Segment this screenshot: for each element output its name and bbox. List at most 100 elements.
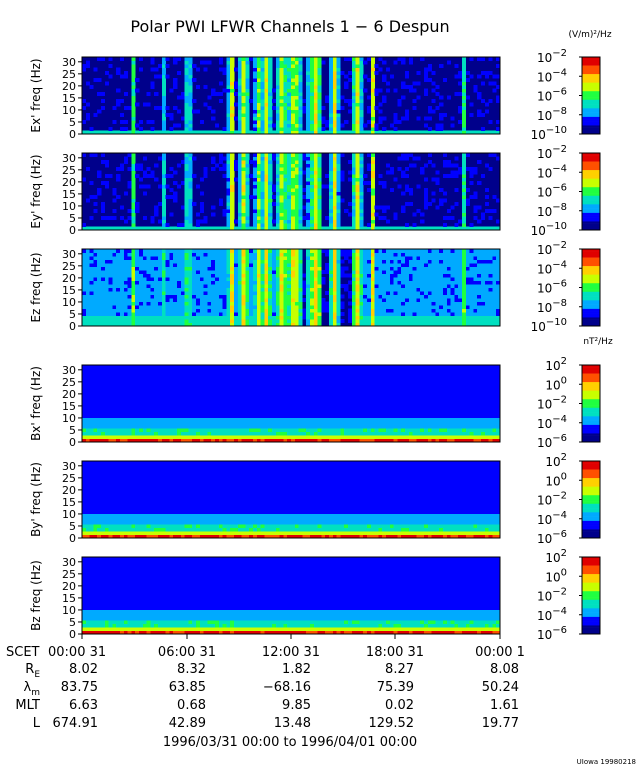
spectrogram-cell — [299, 120, 303, 124]
spectrogram-cell — [192, 281, 196, 285]
spectrogram-cell — [242, 89, 246, 93]
spectrogram-cell — [356, 249, 360, 253]
spectrogram-cell — [131, 435, 135, 439]
spectrogram-cell — [257, 309, 261, 313]
spectrogram-cell — [492, 319, 496, 323]
spectrogram-cell — [451, 277, 455, 281]
spectrogram-cell — [356, 288, 360, 292]
spectrogram-cell — [458, 284, 462, 288]
spectrogram-cell — [462, 188, 466, 192]
spectrogram-cell — [477, 277, 481, 281]
spectrogram-cell — [245, 316, 249, 320]
spectrogram-cell — [397, 256, 401, 260]
spectrogram-cell — [166, 274, 170, 278]
spectrogram-cell — [390, 270, 394, 274]
spectrogram-cell — [272, 309, 276, 313]
spectrogram-cell — [234, 263, 238, 267]
spectrogram-cell — [223, 291, 227, 295]
spectrogram-cell — [397, 277, 401, 281]
spectrogram-cell — [101, 274, 105, 278]
spectrogram-cell — [356, 71, 360, 75]
spectrogram-cell — [424, 199, 428, 203]
spectrogram-cell — [268, 302, 272, 306]
spectrogram-cell — [352, 270, 356, 274]
spectrogram-cell — [299, 206, 303, 210]
spectrogram-cell — [451, 281, 455, 285]
spectrogram-cell — [158, 316, 162, 320]
spectrogram-cell — [283, 82, 287, 86]
spectrogram-cell — [333, 64, 337, 68]
spectrogram-cell — [93, 153, 97, 157]
spectrogram-cell — [93, 295, 97, 299]
spectrogram-cell — [200, 267, 204, 271]
spectrogram-cell — [405, 117, 409, 121]
spectrogram-cell — [268, 57, 272, 61]
spectrogram-cell — [299, 281, 303, 285]
spectrogram-cell — [375, 92, 379, 96]
spectrogram-cell — [291, 209, 295, 213]
spectrogram-cell — [337, 188, 341, 192]
spectrogram-cell — [185, 319, 189, 323]
spectrogram-cell — [143, 274, 147, 278]
spectrogram-cell — [166, 260, 170, 264]
spectrogram-cell — [261, 220, 265, 224]
spectrogram-cell — [306, 120, 310, 124]
spectrogram-cell — [177, 295, 181, 299]
spectrogram-cell — [253, 178, 257, 182]
spectrogram-cell — [257, 174, 261, 178]
spectrogram-cell — [363, 61, 367, 65]
spectrogram-cell — [287, 99, 291, 103]
spectrogram-cell — [234, 103, 238, 107]
spectrogram-cell — [93, 312, 97, 316]
spectrogram-cell — [394, 178, 398, 182]
spectrogram-cell — [242, 164, 246, 168]
spectrogram-cell — [234, 260, 238, 264]
spectrogram-cell — [192, 284, 196, 288]
spectrogram-cell — [333, 253, 337, 257]
spectrogram-cell — [196, 220, 200, 224]
spectrogram-cell — [90, 397, 94, 401]
spectrogram-cell — [371, 117, 375, 121]
spectrogram-cell — [166, 277, 170, 281]
spectrogram-cell — [150, 309, 154, 313]
spectrogram-cell — [318, 78, 322, 82]
spectrogram-cell — [454, 256, 458, 260]
spectrogram-cell — [489, 263, 493, 267]
spectrogram-cell — [432, 319, 436, 323]
spectrogram-cell — [82, 397, 86, 401]
spectrogram-cell — [105, 407, 109, 411]
spectrogram-cell — [242, 188, 246, 192]
spectrogram-cell — [188, 117, 192, 121]
spectrogram-cell — [249, 312, 253, 316]
spectrogram-cell — [283, 92, 287, 96]
spectrogram-cell — [310, 89, 314, 93]
spectrogram-cell — [105, 274, 109, 278]
spectrogram-cell — [378, 305, 382, 309]
spectrogram-cell — [93, 421, 97, 425]
spectrogram-cell — [397, 185, 401, 189]
spectrogram-cell — [310, 75, 314, 79]
spectrogram-cell — [333, 120, 337, 124]
spectrogram-cell — [154, 316, 158, 320]
spectrogram-cell — [470, 316, 474, 320]
spectrogram-cell — [249, 316, 253, 320]
spectrogram-cell — [230, 206, 234, 210]
spectrogram-cell — [135, 284, 139, 288]
spectrogram-cell — [162, 61, 166, 65]
spectrogram-cell — [128, 216, 132, 220]
spectrogram-cell — [413, 291, 417, 295]
spectrogram-cell — [261, 117, 265, 121]
spectrogram-cell — [310, 288, 314, 292]
spectrogram-cell — [435, 92, 439, 96]
spectrogram-cell — [439, 316, 443, 320]
spectrogram-cell — [352, 223, 356, 227]
spectrogram-cell — [462, 110, 466, 114]
spectrogram-cell — [215, 277, 219, 281]
spectrogram-cell — [128, 411, 132, 415]
spectrogram-cell — [447, 263, 451, 267]
spectrogram-cell — [124, 379, 128, 383]
spectrogram-cell — [481, 216, 485, 220]
spectrogram-cell — [238, 305, 242, 309]
spectrogram-cell — [116, 263, 120, 267]
